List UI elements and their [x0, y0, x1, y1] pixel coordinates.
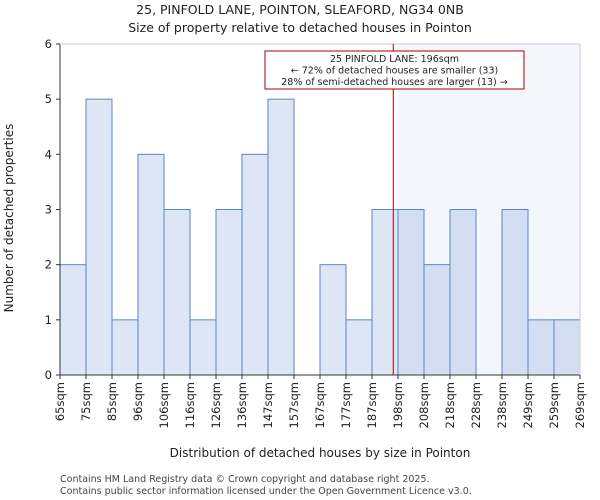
x-tick-label: 96sqm — [131, 382, 145, 421]
x-tick-label: 259sqm — [547, 382, 561, 428]
x-tick-label: 177sqm — [339, 382, 353, 428]
x-tick-label: 167sqm — [313, 382, 327, 428]
footer-line-2: Contains public sector information licen… — [60, 486, 472, 497]
bar — [345, 319, 373, 376]
x-axis-label: Distribution of detached houses by size … — [170, 446, 471, 460]
x-tick-label: 136sqm — [235, 382, 249, 428]
x-tick-label: 208sqm — [417, 382, 431, 428]
bar — [163, 209, 191, 376]
bar — [241, 153, 269, 376]
annotation-box — [264, 50, 525, 90]
y-tick-label: 0 — [45, 368, 52, 382]
x-tick-label: 85sqm — [105, 382, 119, 421]
bar — [371, 209, 399, 376]
bar — [527, 319, 555, 376]
x-tick-label: 65sqm — [53, 382, 67, 421]
chart-title: 25, PINFOLD LANE, POINTON, SLEAFORD, NG3… — [136, 2, 464, 17]
y-tick-label: 1 — [45, 313, 52, 327]
x-tick-label: 269sqm — [573, 382, 587, 428]
y-tick-label: 5 — [45, 92, 52, 106]
x-tick-label: 147sqm — [261, 382, 275, 428]
y-tick-label: 3 — [45, 203, 52, 217]
y-axis-label: Number of detached properties — [2, 124, 16, 313]
x-tick-label: 75sqm — [79, 382, 93, 421]
x-tick-label: 126sqm — [209, 382, 223, 428]
plot-area: 0 1 2 3 4 5 6 65sqm 75sqm 85sqm 96sqm 106sqm 116sqm 1… — [45, 37, 587, 428]
x-tick-label: 198sqm — [391, 382, 405, 428]
bar — [59, 264, 87, 376]
x-tick-label: 218sqm — [443, 382, 457, 428]
x-tick-label: 187sqm — [365, 382, 379, 428]
bar — [449, 209, 477, 376]
bar — [553, 319, 581, 376]
y-tick-label: 6 — [45, 37, 52, 51]
annotation-line: 25 PINFOLD LANE: 196sqm — [330, 54, 459, 65]
x-tick-label: 249sqm — [521, 382, 535, 428]
bar — [397, 209, 425, 376]
bar — [319, 264, 347, 376]
x-tick-label: 116sqm — [183, 382, 197, 428]
x-tick-label: 157sqm — [287, 382, 301, 428]
bar — [137, 153, 165, 376]
bar — [189, 319, 217, 376]
chart-subtitle: Size of property relative to detached ho… — [128, 20, 472, 35]
y-tick-label: 2 — [45, 258, 52, 272]
y-tick-label: 4 — [45, 147, 52, 161]
annotation-line: ← 72% of detached houses are smaller (33… — [291, 66, 498, 77]
annotation-line: 28% of semi-detached houses are larger (… — [281, 77, 508, 88]
bar — [423, 264, 451, 376]
bar — [85, 98, 113, 376]
bar — [111, 319, 139, 376]
footer-line-1: Contains HM Land Registry data © Crown c… — [60, 474, 430, 485]
bar — [215, 209, 243, 376]
bar — [267, 98, 295, 376]
x-tick-label: 228sqm — [469, 382, 483, 428]
x-tick-label: 238sqm — [495, 382, 509, 428]
x-tick-label: 106sqm — [157, 382, 171, 428]
bar — [501, 209, 529, 376]
